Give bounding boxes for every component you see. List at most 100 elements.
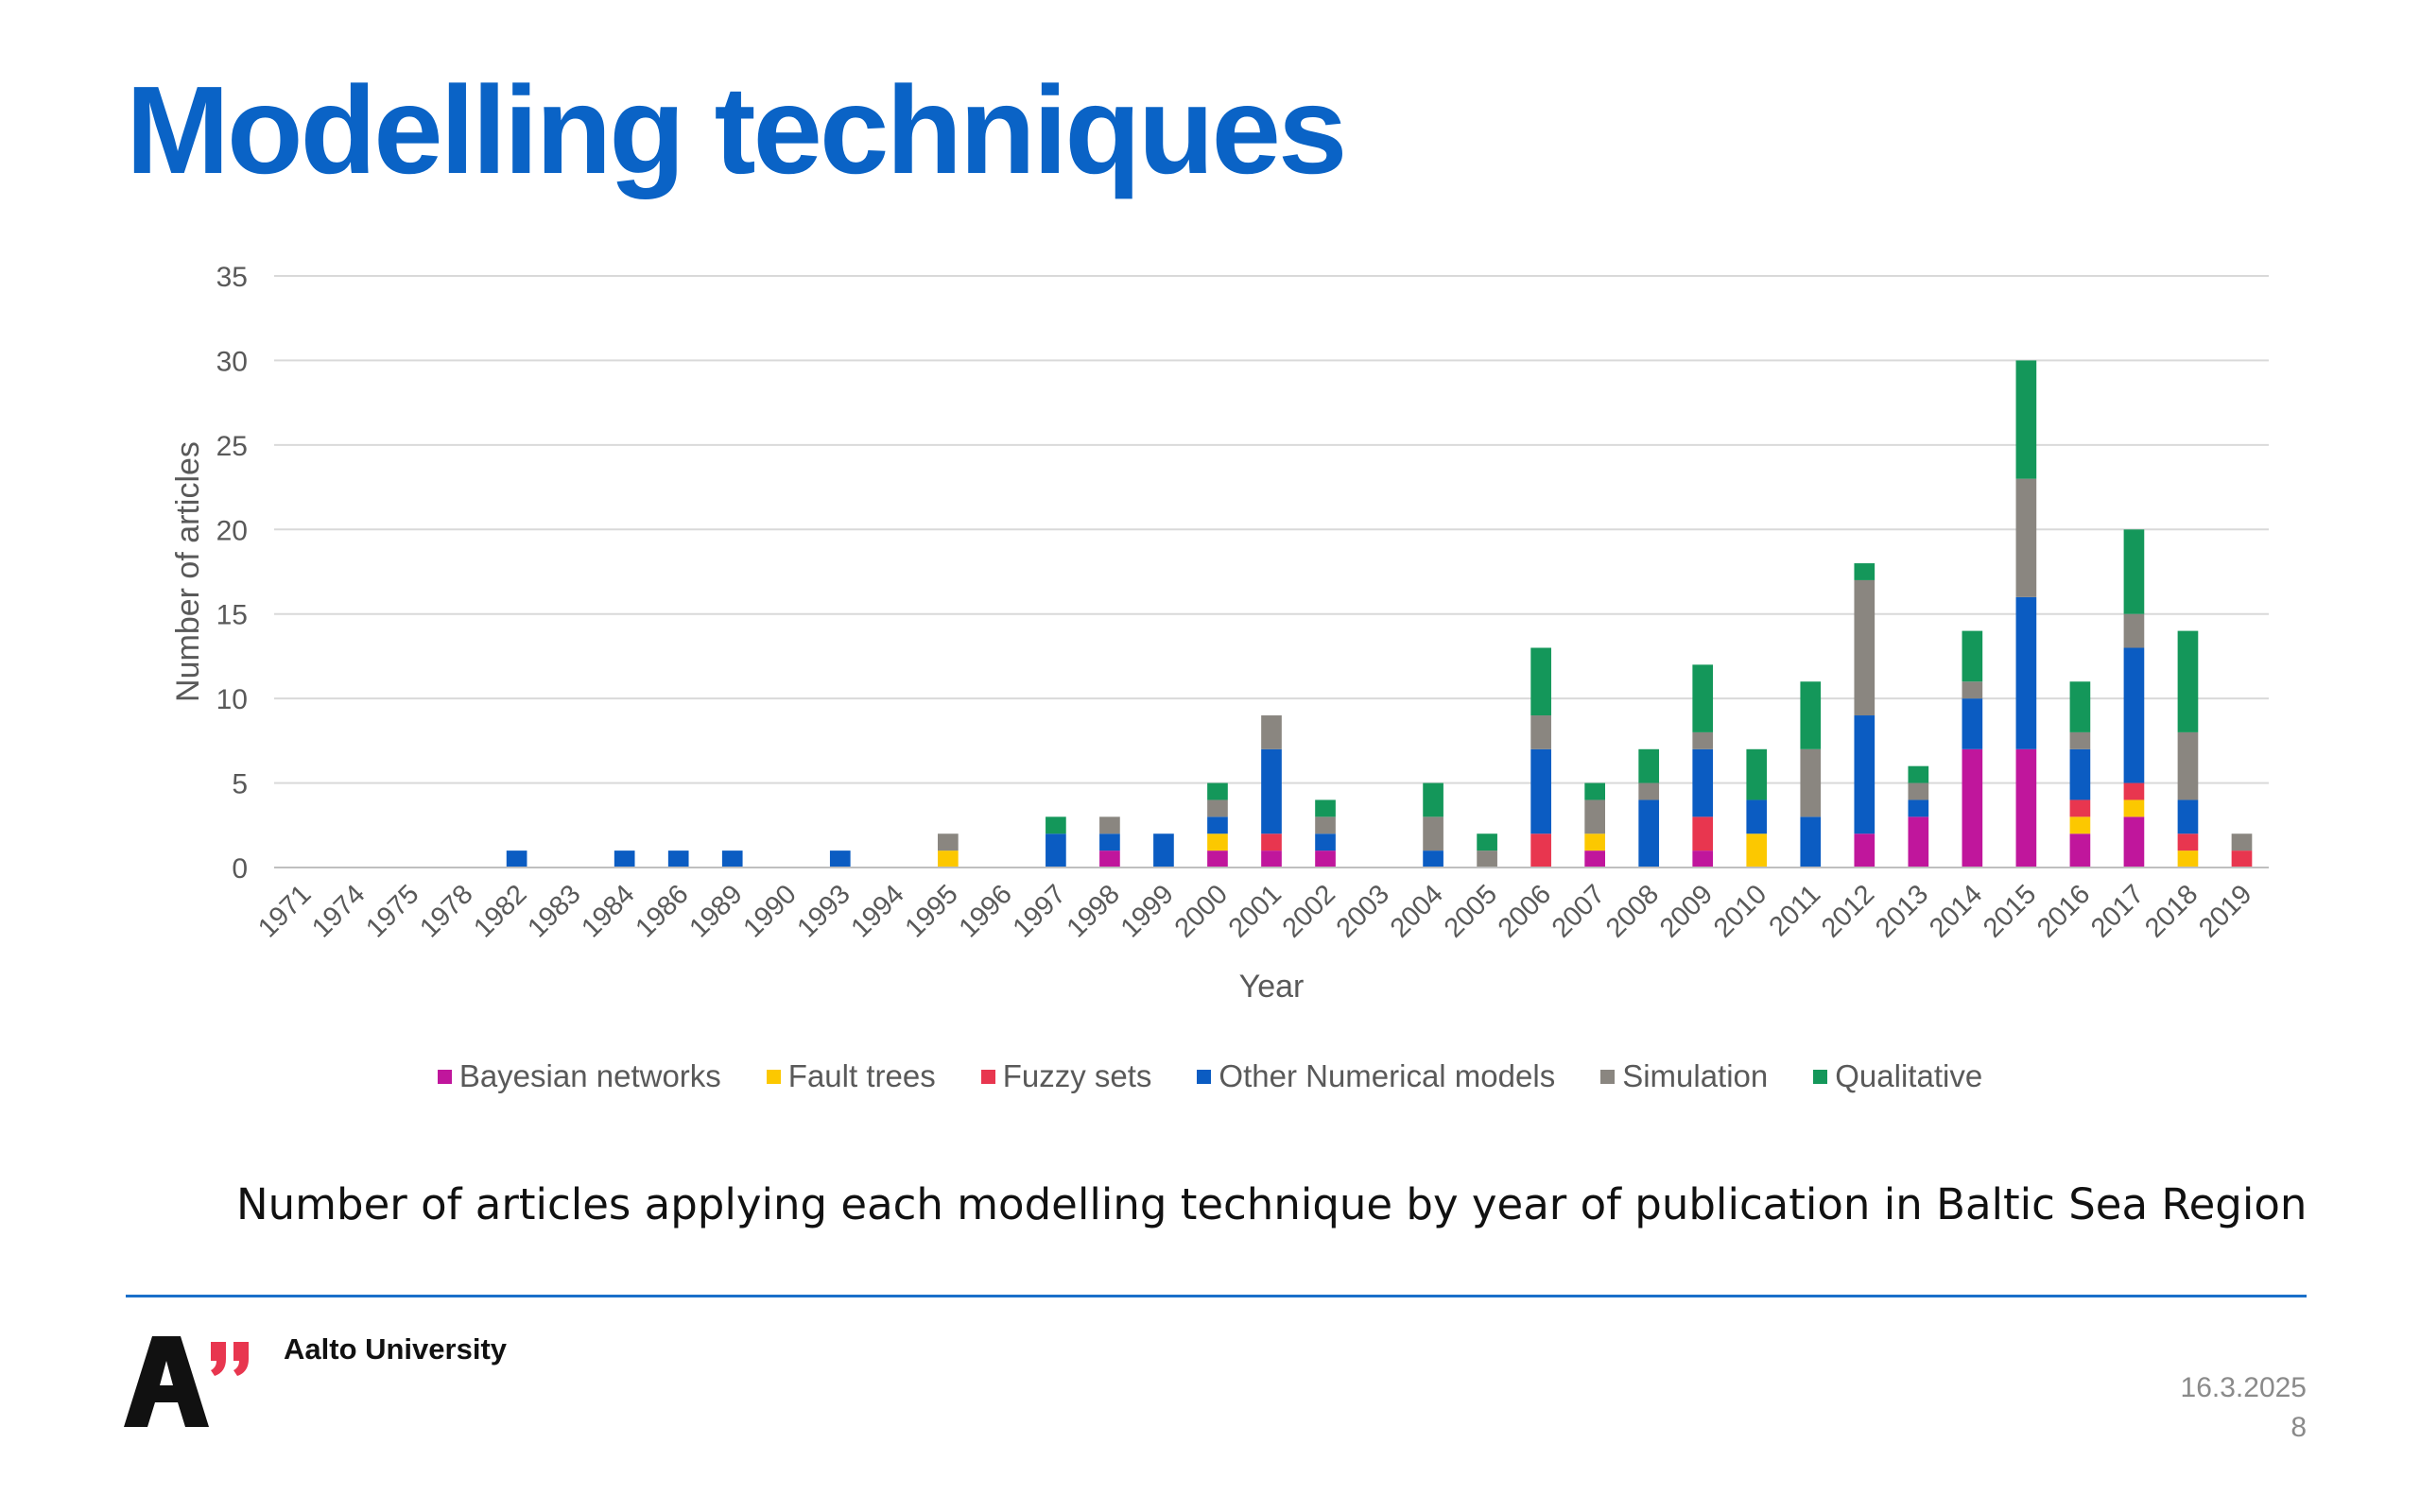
bar-segment: [2123, 613, 2145, 648]
x-tick-label: 1978: [414, 879, 478, 943]
x-tick-label: 2004: [1385, 879, 1449, 943]
legend-label: Qualitative: [1835, 1058, 1983, 1093]
bar-segment: [1261, 748, 1282, 834]
bar-segment: [2177, 731, 2199, 800]
slide-date: 16.3.2025: [2180, 1372, 2307, 1403]
bar-segment: [506, 850, 527, 868]
legend-swatch: [1813, 1069, 1828, 1084]
legend-item: Fuzzy sets: [980, 1058, 1151, 1094]
x-axis-ticks: 1971197419751978198219831984198619891990…: [252, 879, 2257, 943]
bar-segment: [1638, 782, 1660, 800]
x-tick-label: 1975: [360, 879, 424, 943]
x-tick-label: 1995: [900, 879, 964, 943]
bar-segment: [2069, 731, 2091, 749]
x-tick-label: 2016: [2031, 879, 2096, 943]
bar-segment: [1207, 782, 1228, 800]
bar-segment: [1477, 850, 1497, 868]
bar-segment: [1207, 799, 1228, 817]
y-tick-label: 10: [216, 684, 248, 715]
bar-segment: [2015, 360, 2037, 479]
bar-segment: [1099, 850, 1120, 868]
x-tick-label: 2012: [1816, 879, 1880, 943]
bar-segment: [1099, 833, 1120, 851]
x-tick-label: 2003: [1331, 879, 1395, 943]
x-tick-label: 1993: [791, 879, 856, 943]
x-tick-label: 2011: [1763, 879, 1826, 942]
x-tick-label: 1974: [306, 879, 371, 943]
footer-divider: [126, 1295, 2307, 1297]
bar-segment: [1153, 833, 1174, 868]
legend-label: Simulation: [1622, 1058, 1769, 1093]
bar-segment: [1530, 647, 1551, 716]
bar-segment: [1746, 748, 1768, 800]
x-tick-label: 2008: [1600, 879, 1665, 943]
bar-segment: [1315, 816, 1336, 834]
bar-segment: [1800, 681, 1822, 749]
bar-segment: [2123, 647, 2145, 783]
bar-segment: [2069, 799, 2091, 817]
bar-segment: [1800, 748, 1822, 817]
bar-segment: [1530, 748, 1551, 834]
bar-segment: [1692, 731, 1714, 749]
slide-number: 8: [2290, 1412, 2307, 1443]
x-tick-label: 1996: [954, 879, 1018, 943]
bar-segment: [2069, 833, 2091, 868]
x-tick-label: 1994: [846, 879, 910, 943]
slide-title: Modelling techniques: [126, 60, 1347, 199]
bar-segment: [1261, 850, 1282, 868]
bar-segment: [1423, 850, 1443, 868]
bars: [506, 360, 2253, 868]
bar-segment: [1584, 799, 1605, 834]
bar-segment: [1046, 833, 1066, 868]
x-tick-label: 1986: [630, 879, 694, 943]
legend-swatch: [1197, 1069, 1212, 1084]
x-tick-label: 1982: [468, 879, 532, 943]
legend-label: Other Numerical models: [1219, 1058, 1556, 1093]
bar-segment: [1854, 563, 1876, 580]
x-tick-label: 2019: [2193, 879, 2257, 943]
bar-segment: [1261, 833, 1282, 851]
bar-segment: [2015, 478, 2037, 597]
legend-item: Qualitative: [1813, 1058, 1982, 1094]
x-tick-label: 2013: [1870, 879, 1934, 943]
y-tick-label: 15: [216, 600, 248, 631]
legend-item: Fault trees: [766, 1058, 936, 1094]
bar-segment: [1207, 816, 1228, 834]
bar-segment: [1638, 799, 1660, 868]
bar-segment: [829, 850, 851, 868]
bar-segment: [938, 833, 959, 851]
bar-segment: [1423, 782, 1443, 817]
x-tick-label: 2005: [1439, 879, 1503, 943]
x-tick-label: 1998: [1062, 879, 1126, 943]
legend-swatch: [437, 1069, 452, 1084]
bar-segment: [2123, 799, 2145, 817]
x-tick-label: 1999: [1115, 879, 1180, 943]
organization-name: Aalto University: [284, 1332, 508, 1366]
x-tick-label: 2010: [1708, 879, 1772, 943]
x-tick-label: 1983: [522, 879, 586, 943]
y-tick-label: 30: [216, 346, 248, 377]
bar-segment: [1638, 748, 1660, 783]
bar-segment: [1315, 850, 1336, 868]
bar-segment: [1854, 715, 1876, 834]
x-tick-label: 2014: [1924, 879, 1988, 943]
legend-label: Bayesian networks: [458, 1058, 721, 1093]
x-tick-label: 2006: [1493, 879, 1557, 943]
x-tick-label: 2015: [1978, 879, 2042, 943]
y-tick-label: 5: [232, 769, 248, 800]
bar-segment: [1261, 715, 1282, 749]
bar-segment: [2177, 630, 2199, 732]
bar-segment: [2123, 816, 2145, 868]
bar-segment: [1962, 698, 1983, 749]
bar-segment: [2177, 850, 2199, 868]
bar-segment: [1692, 664, 1714, 732]
bar-segment: [2231, 850, 2253, 868]
bar-segment: [1477, 833, 1497, 851]
bar-segment: [2069, 681, 2091, 732]
aalto-logo-icon: [124, 1336, 249, 1427]
bar-segment: [1584, 833, 1605, 851]
bar-segment: [1207, 833, 1228, 851]
bar-segment: [2123, 782, 2145, 800]
bar-segment: [2015, 596, 2037, 749]
x-tick-label: 2000: [1169, 879, 1234, 943]
